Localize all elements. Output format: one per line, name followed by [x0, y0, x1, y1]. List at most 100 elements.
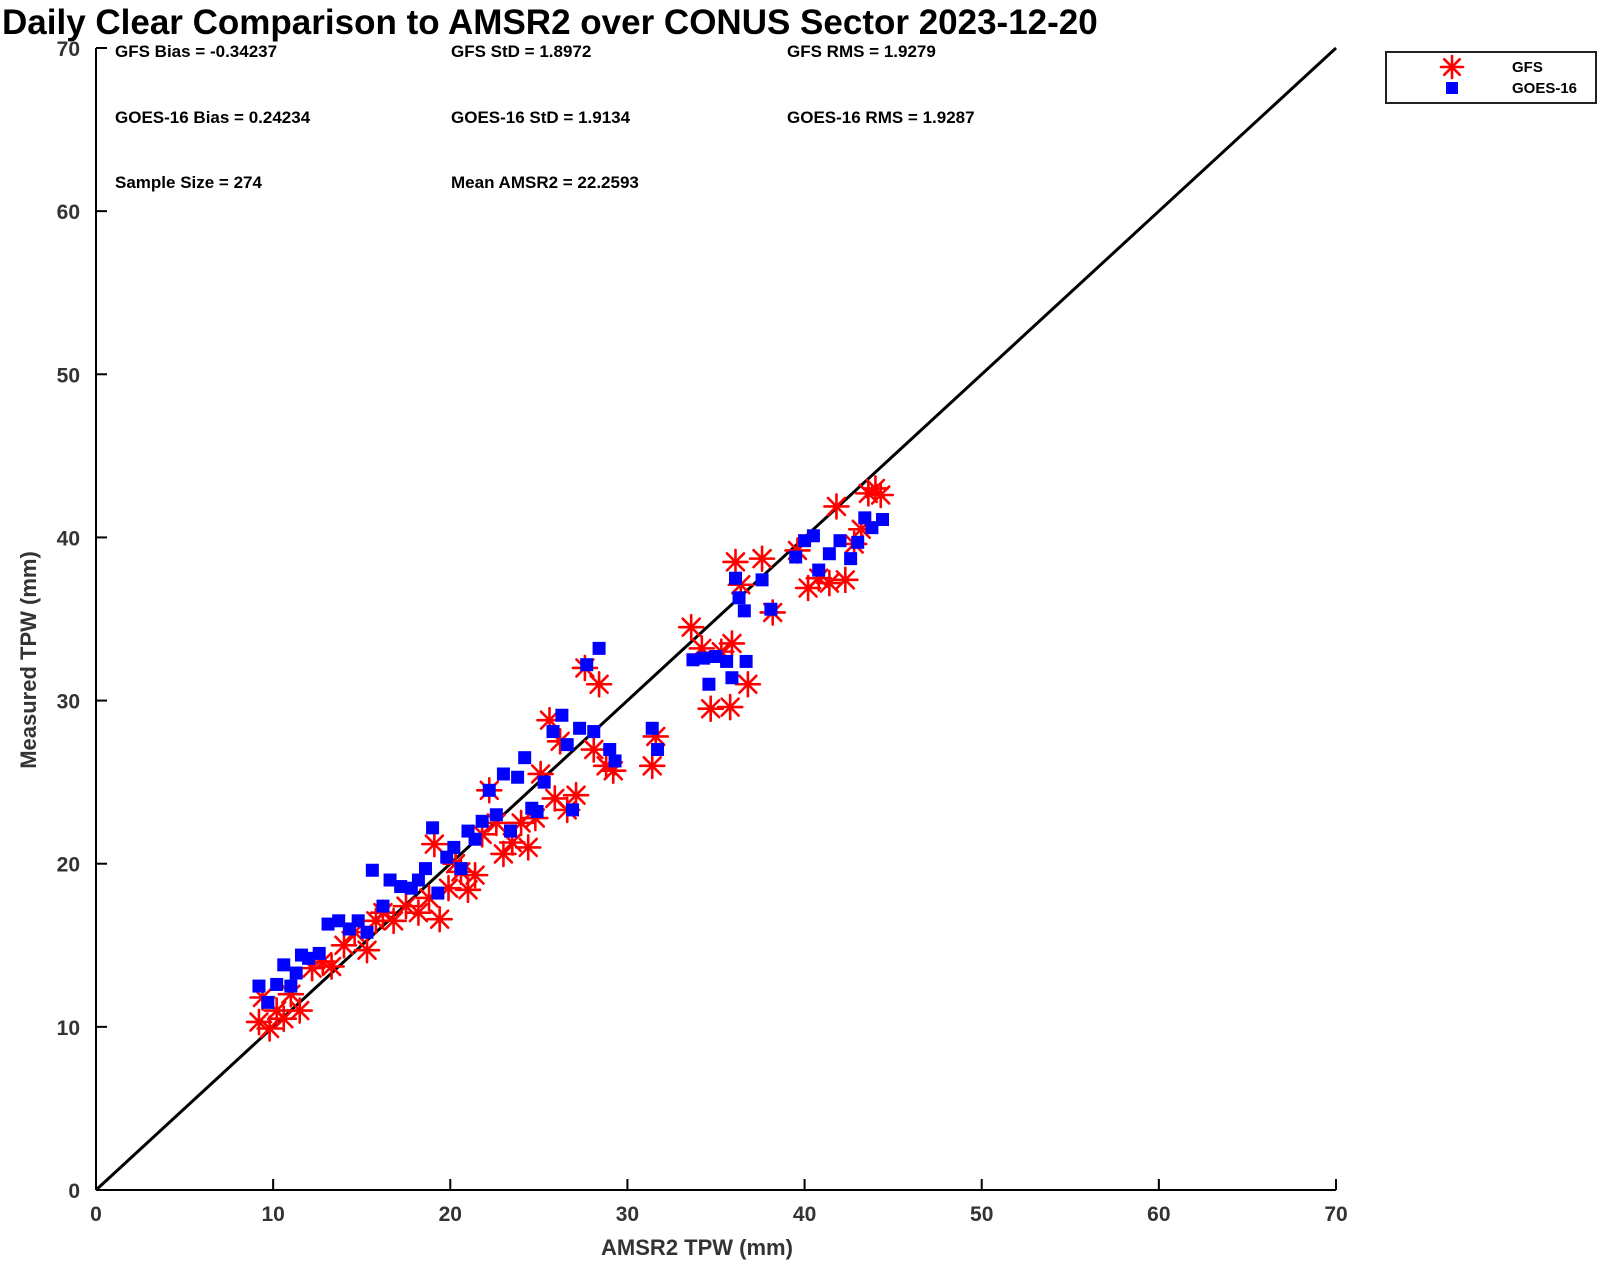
goes16-point — [383, 873, 397, 887]
gfs-point — [514, 834, 542, 861]
goes16-point — [302, 951, 316, 965]
goes16-point — [511, 770, 525, 784]
goes16-point — [702, 677, 716, 691]
axes-group: 0 10 20 30 40 50 60 70 0 10 20 30 40 50 60 70 — [57, 38, 1348, 1226]
goes16-point — [394, 880, 408, 894]
goes16-point — [284, 979, 298, 993]
goes16-point — [833, 534, 847, 548]
goes16-point — [732, 591, 746, 605]
y-tick-label: 10 — [57, 1017, 80, 1040]
goes16-point — [865, 521, 879, 535]
x-tick-label: 40 — [793, 1203, 816, 1226]
goes16-point — [518, 751, 532, 765]
goes16-point — [709, 650, 723, 664]
goes16-point — [321, 917, 335, 931]
goes16-bias-stat: GOES-16 Bias = 0.24234 — [115, 108, 311, 127]
gfs-point — [318, 953, 345, 980]
gfs-point — [405, 899, 432, 926]
goes16-point — [851, 535, 865, 549]
y-axis-label: Measured TPW (mm) — [16, 551, 41, 769]
goes16-point — [580, 658, 594, 672]
legend-goes16-marker — [1446, 82, 1458, 94]
goes16-point — [737, 604, 751, 618]
gfs-point — [585, 670, 613, 698]
gfs-point — [855, 480, 882, 507]
gfs-point — [734, 670, 762, 698]
gfs-point — [748, 545, 776, 572]
y-tick-label: 20 — [57, 854, 80, 877]
goes16-point — [277, 958, 291, 972]
gfs-point — [426, 905, 453, 933]
goes16-std-stat: GOES-16 StD = 1.9134 — [451, 108, 631, 127]
goes16-point — [566, 803, 580, 817]
goes16-point — [651, 743, 665, 757]
gfs-point — [256, 1015, 283, 1042]
y-tick-label: 30 — [57, 691, 80, 714]
goes16-point — [587, 725, 601, 739]
x-axis-label: AMSR2 TPW (mm) — [601, 1235, 793, 1260]
x-tick-label: 50 — [970, 1203, 993, 1226]
gfs-point — [722, 548, 749, 576]
goes16-point — [252, 979, 266, 993]
mean-amsr2-stat: Mean AMSR2 = 22.2593 — [451, 173, 639, 192]
goes16-point — [555, 708, 569, 722]
y-tick-label: 50 — [57, 364, 80, 387]
goes16-point — [530, 805, 544, 819]
gfs-point — [638, 752, 666, 780]
gfs-point — [330, 931, 358, 959]
goes16-point — [332, 914, 346, 928]
gfs-point — [286, 997, 314, 1024]
goes16-point — [876, 512, 890, 526]
gfs-point — [562, 781, 590, 809]
gfs-point — [353, 936, 381, 964]
legend-gfs-asterisk — [1439, 54, 1465, 80]
legend: GFS GOES-16 — [1385, 51, 1597, 104]
gfs-point — [867, 481, 895, 509]
goes16-point — [489, 808, 503, 822]
goes16-point — [592, 641, 606, 655]
goes16-point — [289, 966, 303, 980]
gfs-point — [461, 861, 489, 889]
goes16-point — [608, 754, 622, 768]
gfs-points — [245, 475, 895, 1042]
goes16-point — [739, 654, 753, 668]
y-tick-label: 40 — [57, 527, 80, 550]
sample-size-stat: Sample Size = 274 — [115, 173, 262, 192]
goes16-rms-stat: GOES-16 RMS = 1.9287 — [787, 108, 975, 127]
x-tick-label: 60 — [1147, 1203, 1170, 1226]
goes16-point — [720, 654, 734, 668]
goes16-point — [376, 899, 390, 913]
goes16-point — [312, 946, 326, 960]
goes16-point — [496, 767, 510, 781]
x-ticks: 0 10 20 30 40 50 60 70 — [90, 1179, 1348, 1226]
goes16-point — [822, 547, 836, 561]
x-tick-label: 30 — [616, 1203, 639, 1226]
goes16-point — [537, 775, 551, 789]
y-tick-label: 60 — [57, 201, 80, 224]
legend-gfs-marker — [1439, 54, 1465, 80]
legend-box — [1385, 51, 1597, 104]
chart-title: Daily Clear Comparison to AMSR2 over CON… — [2, 3, 1098, 42]
gfs-point — [380, 907, 407, 935]
gfs-rms-stat: GFS RMS = 1.9279 — [787, 42, 936, 61]
goes16-points — [252, 511, 890, 1009]
goes16-point — [812, 563, 826, 577]
gfs-point — [541, 785, 569, 812]
stats-block: GFS Bias = -0.34237 GFS StD = 1.8972 GFS… — [115, 42, 975, 192]
y-tick-label: 0 — [68, 1180, 80, 1203]
goes16-point — [806, 529, 820, 543]
goes16-point — [858, 511, 872, 525]
goes16-point — [560, 738, 574, 752]
goes16-point — [447, 840, 461, 854]
goes16-point — [360, 925, 374, 939]
goes16-point — [426, 821, 440, 835]
goes16-point — [411, 873, 425, 887]
y-tick-label: 70 — [57, 38, 80, 61]
goes16-point — [418, 862, 432, 876]
gfs-point — [832, 566, 859, 594]
goes16-point — [504, 824, 518, 838]
goes16-point — [270, 977, 284, 991]
x-tick-label: 0 — [90, 1203, 102, 1226]
goes16-point — [645, 721, 659, 735]
